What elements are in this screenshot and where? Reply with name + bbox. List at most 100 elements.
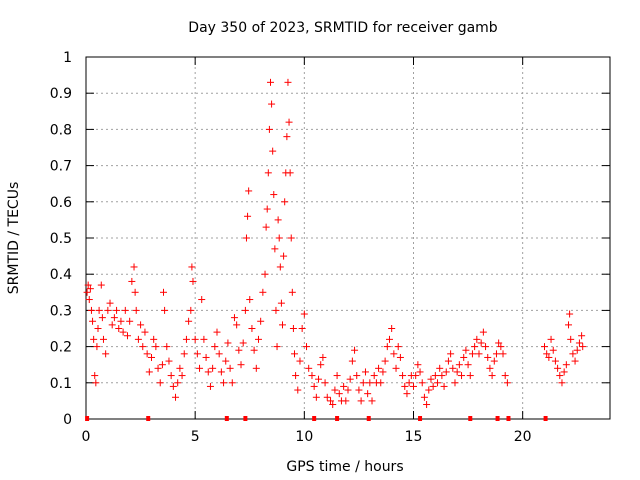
data-point [495,339,503,347]
data-point [163,343,171,351]
data-point [455,361,463,369]
data-point [269,147,277,155]
data-point [180,350,188,358]
data-point [308,372,316,380]
data-point [482,343,490,351]
data-point [458,372,466,380]
data-point [156,379,164,387]
data-point [340,382,348,390]
data-point [187,306,195,314]
data-point [575,339,583,347]
data-point [388,325,396,332]
x-tick-label: 15 [405,429,423,445]
data-point [292,372,300,380]
data-point [97,281,105,289]
data-point [145,368,153,376]
data-point [551,357,559,365]
data-point [375,364,383,372]
data-point [246,296,254,304]
baseline-marker [224,416,229,421]
y-tick-label: 0.1 [50,376,72,392]
data-point [139,343,147,351]
data-point [196,364,204,372]
data-point [444,357,452,365]
data-point [451,379,459,387]
data-point [275,234,283,242]
data-point [128,277,136,285]
data-point [348,357,356,365]
data-point [141,328,149,336]
data-point [104,306,112,314]
data-point [274,216,282,224]
data-point [261,270,269,278]
data-point [198,296,206,304]
y-tick-label: 0.4 [50,267,72,283]
data-point [123,332,131,340]
data-point [319,353,327,361]
data-point [401,382,409,390]
data-point [242,234,250,242]
data-point [473,335,481,343]
data-point [98,314,106,322]
data-point [266,78,274,86]
data-point [429,382,437,390]
data-point [427,375,435,383]
data-point [368,397,376,405]
data-point [359,379,367,387]
data-point [331,386,339,394]
data-point [405,379,413,387]
data-point [106,299,114,307]
data-point [449,364,457,372]
x-tick-label: 0 [82,429,91,445]
data-point [213,328,221,336]
data-point [279,321,286,329]
data-point [188,263,196,271]
data-point [567,335,575,343]
data-point [366,379,374,387]
data-point [286,169,294,177]
data-point [399,372,407,380]
data-point [252,364,260,372]
data-point [161,306,169,314]
data-point [154,364,162,372]
data-point [189,277,197,285]
baseline-marker [335,416,340,421]
data-point [178,372,186,380]
data-point [321,379,329,387]
baseline-marker [85,416,90,421]
data-point [150,335,158,343]
data-point [89,317,97,325]
data-point [130,263,138,271]
data-point [379,368,387,376]
data-point [241,306,249,314]
data-point [262,223,270,231]
data-point [410,382,417,390]
data-point [289,325,297,332]
data-point [390,350,398,358]
data-point [90,335,98,343]
data-point [438,372,446,380]
data-point [152,343,160,351]
data-point [94,325,102,332]
data-point [440,382,448,390]
data-point [86,285,94,293]
data-point [291,350,299,358]
data-point [222,357,230,365]
data-point [148,353,155,361]
data-point [545,353,553,361]
data-point [554,364,562,372]
data-point [357,397,365,405]
data-point [257,317,265,325]
data-point [132,306,140,314]
data-point [497,343,505,351]
y-tick-label: 0.7 [50,159,72,175]
data-point [131,288,139,296]
data-point [414,361,422,369]
data-point [453,368,461,376]
y-tick-label: 1 [63,50,72,66]
data-point [342,397,350,405]
data-point [202,353,210,361]
data-point [377,379,385,387]
data-point [160,288,168,296]
